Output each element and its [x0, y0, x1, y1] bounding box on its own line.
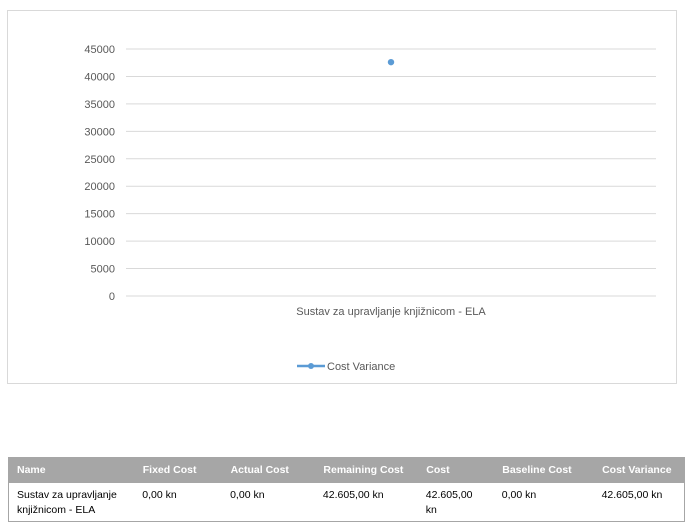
column-header-remaining-cost: Remaining Cost	[314, 457, 419, 483]
y-tick-label: 45000	[84, 44, 115, 56]
legend-point-marker	[308, 363, 314, 369]
y-tick-label: 40000	[84, 71, 115, 83]
column-header-name: Name	[8, 457, 135, 483]
table-row: Sustav za upravljanje knjižnicom - ELA 0…	[8, 482, 685, 522]
column-header-fixed-cost: Fixed Cost	[133, 457, 223, 483]
y-tick-label: 25000	[84, 154, 115, 166]
y-tick-label: 30000	[84, 126, 115, 138]
cost-report-table: Name Fixed Cost Actual Cost Remaining Co…	[8, 457, 685, 522]
y-tick-label: 15000	[84, 209, 115, 221]
cell-remaining-cost: 42.605,00 kn	[314, 482, 418, 522]
column-header-baseline-cost: Baseline Cost	[493, 457, 595, 483]
y-tick-label: 35000	[84, 99, 115, 111]
cost-variance-chart: 0 5000 10000 15000 20000 25000 30000 35000 40000…	[84, 44, 656, 373]
table-header-row: Name Fixed Cost Actual Cost Remaining Co…	[8, 457, 685, 483]
y-tick-label: 5000	[91, 264, 115, 276]
cell-cost-variance: 42.605,00 kn	[593, 482, 685, 522]
column-header-actual-cost: Actual Cost	[221, 457, 316, 483]
data-point	[387, 58, 395, 66]
cell-name: Sustav za upravljanje knjižnicom - ELA	[8, 482, 135, 522]
y-tick-label: 20000	[84, 181, 115, 193]
cell-baseline-cost: 0,00 kn	[493, 482, 594, 522]
y-tick-label: 10000	[84, 236, 115, 248]
cell-fixed-cost: 0,00 kn	[134, 482, 223, 522]
column-header-cost: Cost	[417, 457, 495, 483]
chart-container: 0 5000 10000 15000 20000 25000 30000 35000 40000…	[7, 10, 677, 384]
column-header-cost-variance: Cost Variance	[593, 457, 685, 483]
y-tick-label: 0	[109, 291, 115, 303]
cell-actual-cost: 0,00 kn	[222, 482, 315, 522]
x-tick-label: Sustav za upravljanje knjižnicom - ELA	[296, 306, 486, 318]
cell-cost: 42.605,00 kn	[417, 482, 494, 522]
legend-label: Cost Variance	[327, 361, 395, 373]
